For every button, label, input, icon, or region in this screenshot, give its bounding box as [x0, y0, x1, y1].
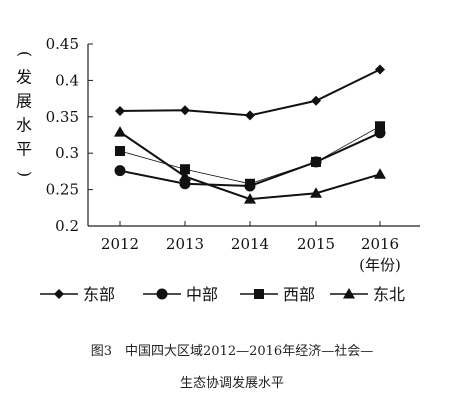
series-0: [115, 64, 385, 121]
series-layer: [114, 64, 386, 204]
x-tick-label: 2014: [231, 235, 269, 253]
data-point: [180, 164, 190, 175]
y-axis-title-char: 展: [16, 92, 32, 111]
data-point: [254, 289, 264, 299]
x-tick-label: 2012: [101, 235, 139, 253]
y-tick-label: 0.45: [46, 35, 79, 53]
data-point: [343, 288, 355, 299]
axes: 0.2 0.25 0.3 0.35 0.4 0.45 2012 2013 2014 2015 201…: [46, 35, 420, 253]
series-3: [114, 126, 386, 204]
data-point: [156, 288, 168, 300]
data-point: [115, 146, 125, 157]
figure-caption-continued: 生态协调发展水平: [179, 376, 284, 391]
figure-caption: 图3 中国四大区域2012—2016年经济—社会—: [90, 344, 374, 359]
data-point: [54, 289, 64, 299]
legend-label: 西部: [283, 285, 315, 304]
x-axis-unit: (年份): [359, 256, 401, 274]
y-tick-label: 0.35: [46, 108, 79, 126]
data-point: [375, 121, 385, 132]
series-2: [115, 121, 385, 189]
legend-item: 西部: [240, 285, 315, 304]
data-point: [244, 193, 256, 204]
legend: 东部 中部 西部 东北: [40, 285, 405, 304]
data-point: [374, 168, 386, 179]
legend-item: 东北: [330, 285, 405, 304]
y-tick-label: 0.2: [55, 217, 79, 235]
y-axis-title-char: 发: [16, 68, 32, 87]
legend-label: 中部: [186, 285, 218, 304]
legend-label: 东北: [373, 285, 405, 304]
y-axis-title-char: 平: [16, 140, 32, 159]
y-tick-label: 0.4: [55, 71, 79, 89]
legend-item: 中部: [143, 285, 218, 304]
y-tick-label: 0.25: [46, 181, 79, 199]
data-point: [115, 105, 125, 116]
x-tick-label: 2015: [297, 235, 335, 253]
series-line: [119, 125, 381, 185]
data-point: [245, 110, 255, 121]
y-axis-title-char: ): [16, 171, 35, 177]
x-tick-label: 2016: [361, 235, 399, 253]
data-point: [179, 170, 191, 181]
legend-label: 东部: [83, 285, 115, 304]
data-point: [114, 126, 126, 137]
y-tick-label: 0.3: [55, 144, 79, 162]
y-axis-title-char: 水: [16, 116, 32, 135]
data-point: [375, 64, 385, 75]
y-axis-title-char: (: [16, 51, 35, 57]
data-point: [245, 178, 255, 189]
data-point: [311, 95, 321, 106]
data-point: [180, 105, 190, 116]
data-point: [179, 178, 191, 190]
y-axis-title: ( 发展水平): [16, 51, 35, 177]
data-point: [114, 165, 126, 177]
series-line: [119, 68, 381, 117]
x-unit-label: (年份): [359, 256, 401, 274]
data-point: [311, 156, 321, 167]
x-tick-label: 2013: [166, 235, 204, 253]
legend-item: 东部: [40, 285, 115, 304]
data-point: [310, 187, 322, 198]
